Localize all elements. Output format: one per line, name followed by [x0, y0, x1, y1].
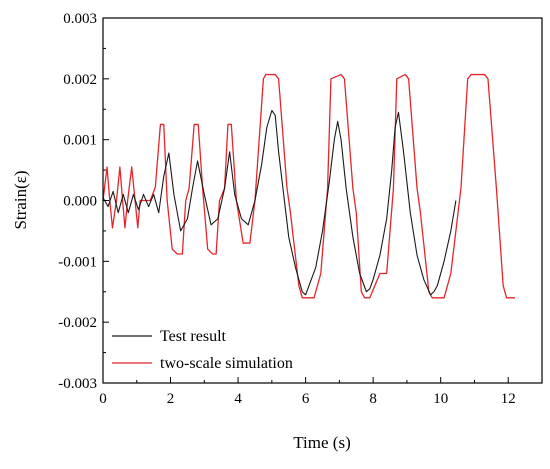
- legend-label-1: two-scale simulation: [160, 355, 293, 372]
- x-tick-label: 10: [433, 391, 448, 407]
- y-tick-label: -0.003: [58, 376, 97, 392]
- y-tick-label: 0.002: [63, 72, 97, 88]
- y-tick-label: -0.001: [58, 254, 97, 270]
- x-tick-label: 6: [302, 391, 310, 407]
- x-tick-label: 8: [369, 391, 377, 407]
- plot-area: [102, 73, 515, 299]
- x-tick-label: 2: [167, 391, 175, 407]
- legend-label-0: Test result: [160, 328, 227, 345]
- x-tick-label: 4: [234, 391, 242, 407]
- x-tick-label: 12: [501, 391, 516, 407]
- series-line-0: [102, 109, 457, 296]
- y-tick-label: 0.000: [63, 194, 97, 210]
- legend: Test result two-scale simulation: [112, 328, 293, 372]
- y-tick-label: 0.001: [63, 133, 97, 149]
- y-tick-label: 0.003: [63, 11, 97, 27]
- y-tick-label: -0.002: [58, 315, 97, 331]
- axes: 0 2 4 6 8 10 12 -0.003 -0.002 -0.001 0.000 0.001 0.0…: [58, 11, 543, 407]
- x-tick-label: 0: [99, 391, 107, 407]
- x-axis-title: Time (s): [293, 433, 350, 452]
- y-axis-title: Strain(ε): [11, 170, 30, 229]
- series-line-1: [102, 73, 515, 299]
